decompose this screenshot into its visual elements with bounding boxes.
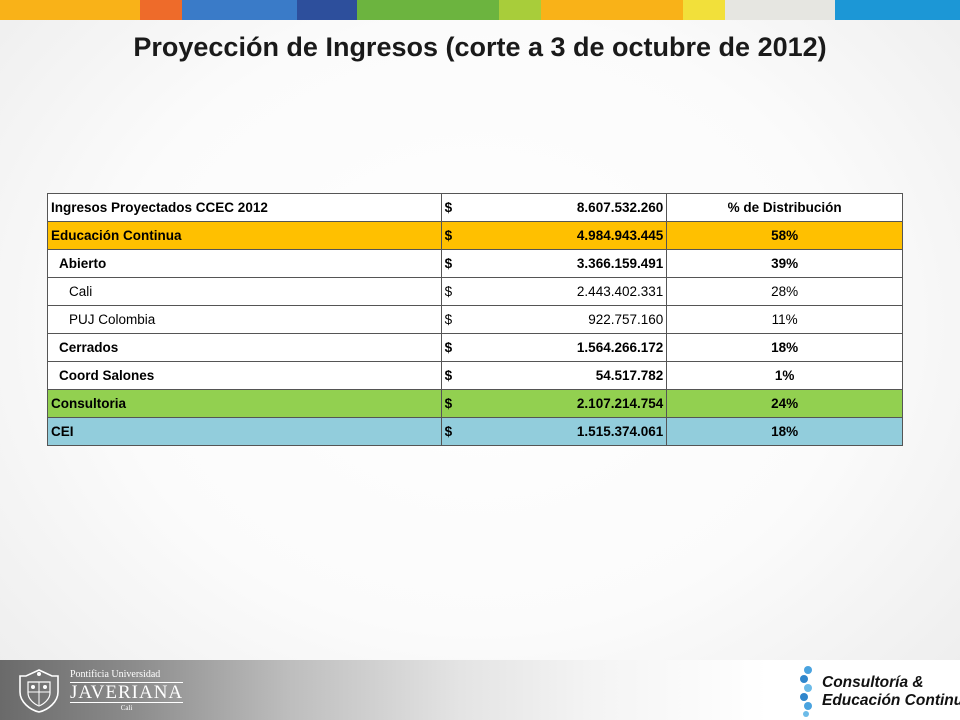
amount-value: 1.564.266.172 [576,340,664,355]
color-segment [835,0,960,20]
row-amount: $4.984.943.445 [440,221,668,250]
color-segment [683,0,725,20]
currency-symbol: $ [444,228,453,243]
currency-symbol: $ [444,368,453,383]
row-label: Coord Salones [47,361,442,390]
table-row: Educación Continua $4.984.943.445 58% [47,221,903,250]
amount-value: 54.517.782 [595,368,664,383]
amount-value: 922.757.160 [588,312,664,327]
row-label: Abierto [47,249,442,278]
row-amount: $2.443.402.331 [440,277,668,306]
row-label: Consultoria [47,389,442,418]
color-segment [182,0,297,20]
footer-bar [0,660,960,720]
table-row: Consultoria $2.107.214.754 24% [47,389,903,418]
color-segment [541,0,683,20]
row-label: Cerrados [47,333,442,362]
amount-value: 3.366.159.491 [576,256,664,271]
amount-value: 8.607.532.260 [576,200,664,215]
table-row: Cali $2.443.402.331 28% [47,277,903,306]
amount-value: 1.515.374.061 [576,424,664,439]
row-percent: % de Distribución [666,193,903,222]
currency-symbol: $ [444,424,453,439]
table-row: Abierto $3.366.159.491 39% [47,249,903,278]
color-segment [499,0,541,20]
slide-title: Proyección de Ingresos (corte a 3 de oct… [133,32,827,62]
row-label: Educación Continua [47,221,442,250]
javeriana-logo: Pontificia Universidad JAVERIANA Cali [14,666,194,716]
row-percent: 28% [666,277,903,306]
amount-value: 2.443.402.331 [576,284,664,299]
logo-dot [800,675,808,683]
table-row: Ingresos Proyectados CCEC 2012 $8.607.53… [47,193,903,222]
top-color-bar [0,0,960,20]
currency-symbol: $ [444,340,453,355]
row-amount: $2.107.214.754 [440,389,668,418]
row-percent: 18% [666,417,903,446]
cec-line2: Educación Continua [822,692,960,709]
row-label: CEI [47,417,442,446]
logo-dot [803,711,809,717]
income-table: Ingresos Proyectados CCEC 2012 $8.607.53… [47,193,903,446]
table-row: CEI $1.515.374.061 18% [47,417,903,446]
logo-dot [800,693,808,701]
currency-symbol: $ [444,396,453,411]
row-amount: $1.515.374.061 [440,417,668,446]
color-segment [297,0,357,20]
currency-symbol: $ [444,312,453,327]
logo-dot [804,684,812,692]
table-row: Cerrados $1.564.266.172 18% [47,333,903,362]
amount-value: 2.107.214.754 [576,396,664,411]
currency-symbol: $ [444,200,453,215]
crest-icon [14,668,64,714]
currency-symbol: $ [444,256,453,271]
currency-symbol: $ [444,284,453,299]
row-amount: $1.564.266.172 [440,333,668,362]
dots-icon [800,666,812,717]
row-percent: 1% [666,361,903,390]
color-segment [0,0,140,20]
table-row: Coord Salones $54.517.782 1% [47,361,903,390]
cec-logo: Consultoría & Educación Continua [796,664,960,718]
color-segment [357,0,499,20]
amount-value: 4.984.943.445 [576,228,664,243]
row-percent: 24% [666,389,903,418]
university-line1: Pontificia Universidad [70,669,161,680]
logo-dot [804,702,812,710]
color-segment [140,0,182,20]
logo-dot [804,666,812,674]
row-label: Ingresos Proyectados CCEC 2012 [47,193,442,222]
row-amount: $54.517.782 [440,361,668,390]
row-label: PUJ Colombia [47,305,442,334]
row-amount: $922.757.160 [440,305,668,334]
row-percent: 18% [666,333,903,362]
table-row: PUJ Colombia $922.757.160 11% [47,305,903,334]
row-amount: $3.366.159.491 [440,249,668,278]
cec-line1: Consultoría & [822,674,924,691]
university-name: JAVERIANA [70,682,184,703]
row-percent: 39% [666,249,903,278]
color-segment [725,0,835,20]
university-city: Cali [120,704,133,712]
row-percent: 11% [666,305,903,334]
row-amount: $8.607.532.260 [440,193,668,222]
row-percent: 58% [666,221,903,250]
row-label: Cali [47,277,442,306]
